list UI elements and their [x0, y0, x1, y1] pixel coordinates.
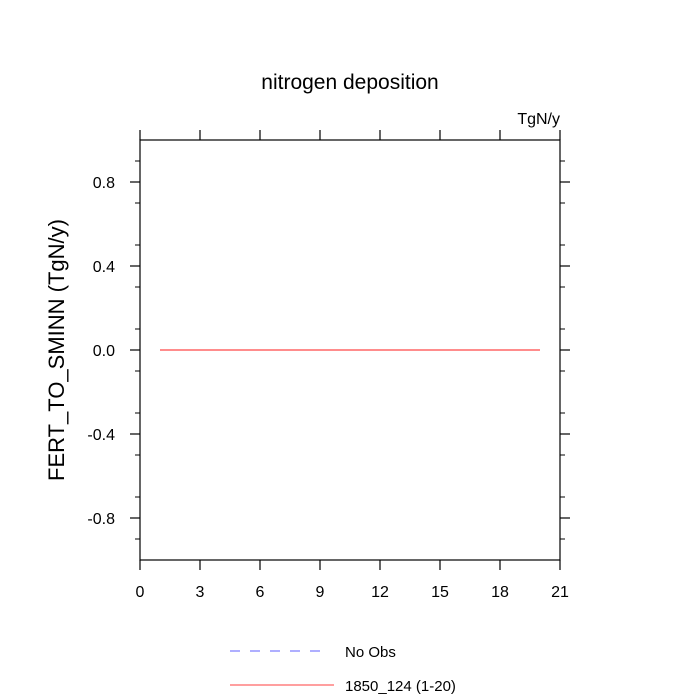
x-tick-label: 3: [196, 584, 205, 601]
x-tick-label: 9: [316, 584, 325, 601]
legend-label: 1850_124 (1-20): [345, 678, 456, 695]
y-axis: -0.8 -0.4 0.0 0.4 0.8: [87, 160, 570, 540]
x-axis: 0 3 6 9 12 15 18 21: [136, 130, 569, 601]
legend-label: No Obs: [345, 644, 396, 661]
y-tick-label: -0.4: [87, 427, 115, 444]
x-tick-label: 0: [136, 584, 145, 601]
chart-title: nitrogen deposition: [261, 71, 438, 94]
x-tick-label: 18: [491, 584, 509, 601]
y-tick-label: 0.0: [93, 343, 115, 360]
x-tick-label: 15: [431, 584, 449, 601]
x-tick-label: 6: [256, 584, 265, 601]
x-tick-label: 12: [371, 584, 389, 601]
y-axis-label: FERT_TO_SMINN (TgN/y): [44, 219, 69, 481]
y-tick-label: -0.8: [87, 511, 115, 528]
units-label: TgN/y: [517, 111, 560, 128]
x-tick-label: 21: [551, 584, 569, 601]
legend: No Obs 1850_124 (1-20): [230, 644, 456, 695]
y-tick-label: 0.8: [93, 175, 115, 192]
y-tick-label: 0.4: [93, 259, 115, 276]
